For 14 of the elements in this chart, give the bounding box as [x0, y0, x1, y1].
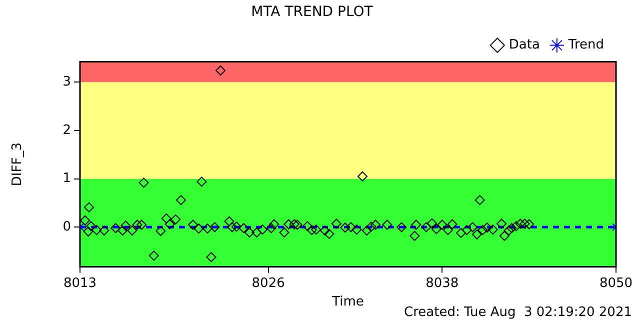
x-tick-label: 8013: [63, 276, 97, 291]
chart-title: MTA TREND PLOT: [251, 4, 374, 20]
legend-label: Trend: [567, 38, 604, 53]
x-tick-label: 8026: [252, 276, 285, 291]
text: Created: Tue Aug 3 02:19:20 2021: [404, 305, 632, 320]
y-tick-label: 0: [62, 220, 71, 235]
y-tick-label: 1: [62, 171, 71, 186]
y-tick-label: 2: [62, 122, 71, 138]
x-tick-label: 8050: [599, 276, 633, 291]
x-axis-title: Time: [331, 294, 364, 310]
y-axis-title: DIFF_3: [10, 142, 26, 186]
x-tick-label: 8038: [426, 276, 459, 291]
y-tick-label: 3: [62, 74, 71, 90]
legend-label: Data: [508, 38, 540, 53]
